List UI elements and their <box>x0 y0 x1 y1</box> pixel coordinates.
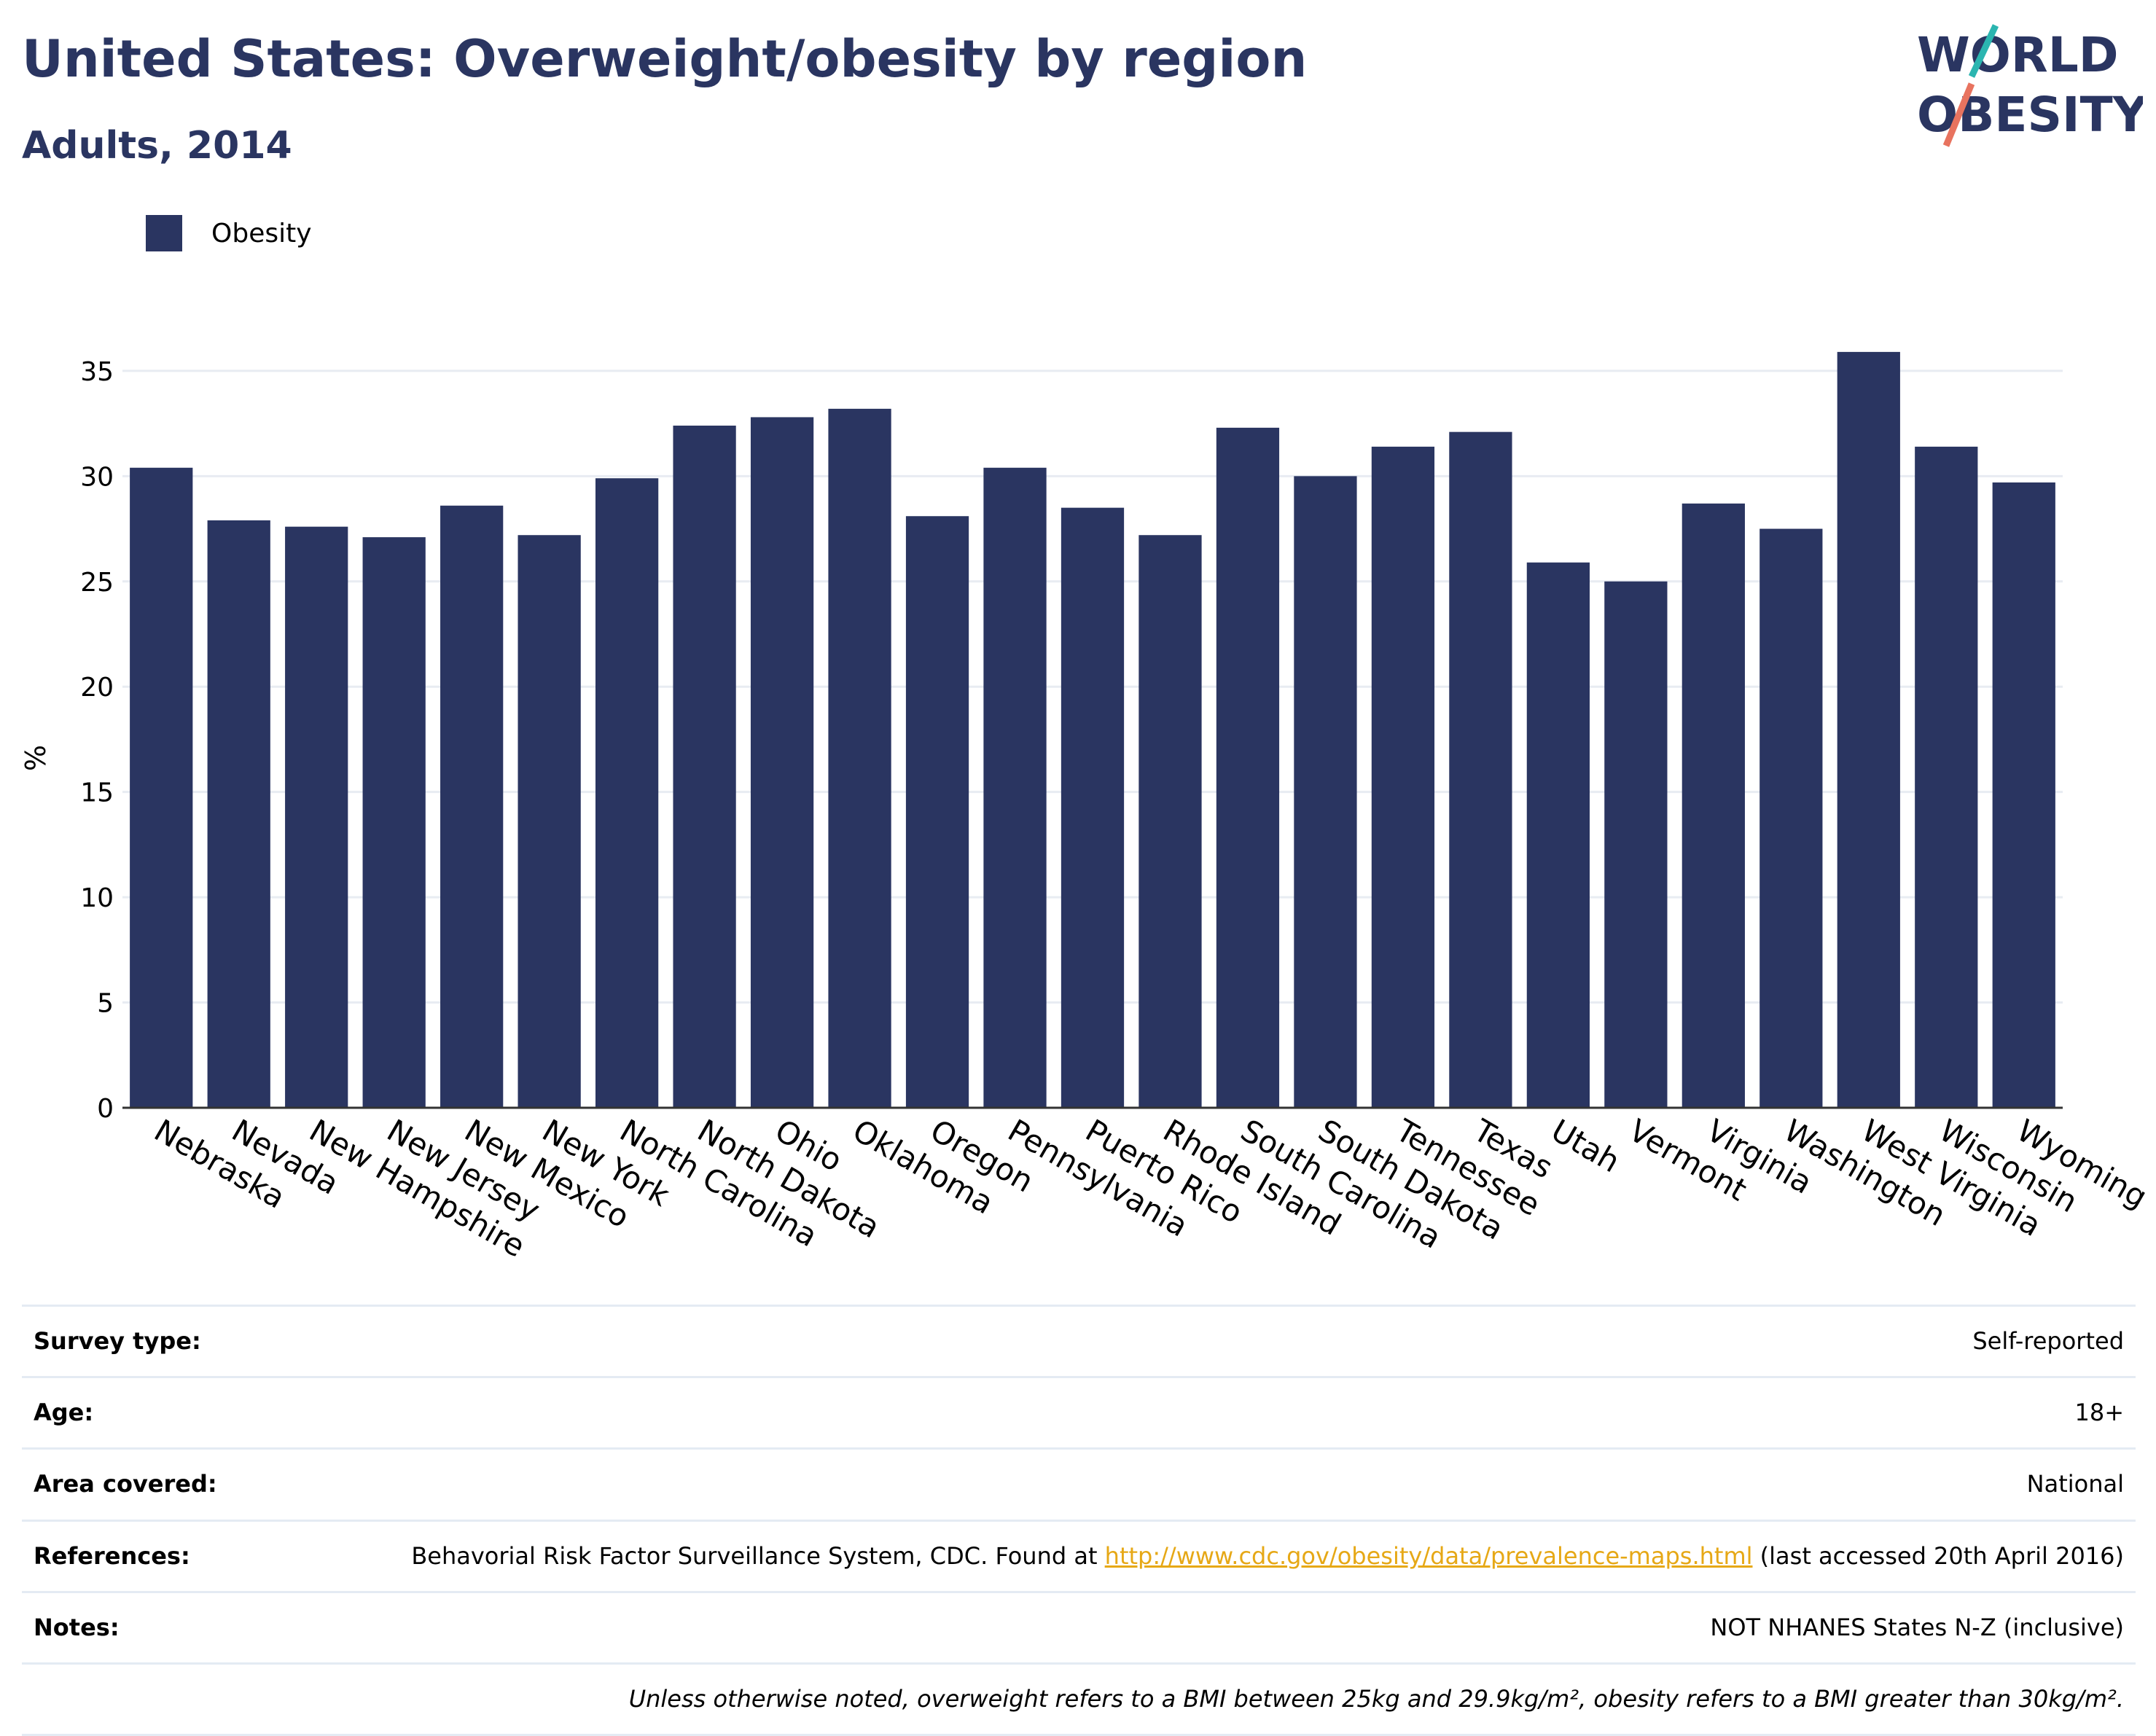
references-prefix: Behavorial Risk Factor Surveillance Syst… <box>411 1541 1105 1570</box>
bar <box>1992 482 2055 1108</box>
bar <box>1759 528 1823 1108</box>
references-value: Behavorial Risk Factor Surveillance Syst… <box>351 1519 2136 1592</box>
bar <box>1449 431 1512 1108</box>
page-title: United States: Overweight/obesity by reg… <box>22 29 1308 89</box>
chart-bars <box>130 351 2055 1108</box>
y-tick-label: 25 <box>80 568 114 598</box>
bar <box>1216 427 1280 1108</box>
y-axis-ticks: 0 5 10 15 20 25 30 35 <box>80 357 114 1124</box>
age-label: Age: <box>22 1376 351 1449</box>
area-value: National <box>351 1447 2136 1521</box>
bar <box>440 505 504 1108</box>
bar <box>130 467 193 1108</box>
logo-line1: WORLD <box>1917 27 2119 83</box>
y-tick-label: 35 <box>80 357 114 387</box>
bar <box>1294 476 1357 1108</box>
notes-label: Notes: <box>22 1590 351 1664</box>
references-suffix: (last accessed 20th April 2016) <box>1752 1541 2124 1570</box>
references-link[interactable]: http://www.cdc.gov/obesity/data/prevalen… <box>1104 1541 1753 1570</box>
bar <box>285 526 348 1108</box>
references-label: References: <box>22 1519 351 1592</box>
metadata-table: Survey type: Self-reported Age: 18+ Area… <box>22 1304 2136 1736</box>
y-tick-label: 20 <box>80 673 114 703</box>
y-tick-label: 10 <box>80 883 114 913</box>
y-axis-title: % <box>20 745 52 771</box>
bmi-footnote: Unless otherwise noted, overweight refer… <box>22 1662 2136 1736</box>
world-obesity-logo: WORLD OBESITY <box>1917 24 2143 147</box>
area-label: Area covered: <box>22 1447 351 1521</box>
bar <box>1682 503 1745 1108</box>
bar <box>828 408 891 1108</box>
bar <box>673 426 736 1108</box>
logo-slash-bottom <box>1942 82 1975 147</box>
y-tick-label: 30 <box>80 462 114 492</box>
y-tick-label: 5 <box>97 989 114 1019</box>
table-row: References: Behavorial Risk Factor Surve… <box>22 1519 2136 1592</box>
legend-label-obesity: Obesity <box>211 218 312 249</box>
bar <box>207 520 270 1108</box>
age-value: 18+ <box>351 1376 2136 1449</box>
table-row: Notes: NOT NHANES States N-Z (inclusive) <box>22 1590 2136 1664</box>
bar <box>1138 535 1202 1108</box>
bar <box>1604 581 1668 1108</box>
bar <box>1371 446 1435 1108</box>
y-tick-label: 15 <box>80 778 114 808</box>
bar <box>1837 351 1900 1108</box>
table-row: Unless otherwise noted, overweight refer… <box>22 1662 2136 1736</box>
logo-slash-top <box>1968 24 1999 78</box>
x-tick-label: Utah <box>1545 1112 1626 1179</box>
notes-value: NOT NHANES States N-Z (inclusive) <box>351 1590 2136 1664</box>
table-row: Area covered: National <box>22 1447 2136 1521</box>
table-row: Age: 18+ <box>22 1376 2136 1449</box>
y-tick-label: 0 <box>97 1094 114 1124</box>
survey-type-value: Self-reported <box>351 1304 2136 1377</box>
bar <box>362 537 426 1108</box>
bar <box>905 516 969 1108</box>
bar <box>1915 446 1978 1108</box>
bar <box>595 478 659 1108</box>
chart-legend: Obesity <box>146 215 312 251</box>
table-row: Survey type: Self-reported <box>22 1304 2136 1377</box>
bar <box>1526 562 1590 1108</box>
survey-type-label: Survey type: <box>22 1304 351 1377</box>
bar <box>517 535 581 1108</box>
bar <box>983 467 1047 1108</box>
bar <box>1061 507 1125 1108</box>
page-subtitle: Adults, 2014 <box>22 124 292 168</box>
legend-swatch-obesity <box>146 215 182 251</box>
bar <box>750 417 814 1108</box>
